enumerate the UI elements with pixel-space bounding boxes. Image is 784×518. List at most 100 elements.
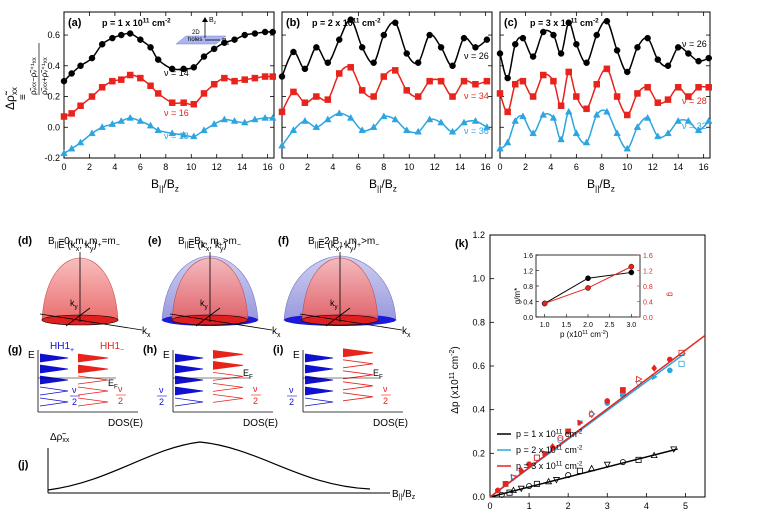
data-point <box>278 141 286 149</box>
nu-label: ν = 14 <box>164 68 189 78</box>
data-point <box>324 115 332 123</box>
data-point <box>190 132 198 140</box>
k-data-point <box>549 442 556 451</box>
data-point <box>77 102 84 109</box>
data-point <box>425 115 434 123</box>
inset-xlabel: p (x1011 cm-2) <box>560 330 609 339</box>
data-point <box>583 59 590 66</box>
ky-axis <box>65 307 91 327</box>
k-data-point <box>588 409 595 419</box>
k-y-tick-label: 1.0 <box>472 274 485 284</box>
blue-dos-peak <box>304 353 334 363</box>
bz-arrowhead <box>202 17 208 22</box>
inset-x-tick-label: 3.0 <box>626 322 636 329</box>
panel-k: (k)1.21.00.80.60.40.20.00 1 2 3 4 5Δp (x1011 … <box>449 230 706 511</box>
data-point <box>251 74 259 82</box>
inset-y-tick-label: 1.6 <box>523 253 533 260</box>
data-point <box>180 99 187 106</box>
blue-dos-peak <box>174 375 204 385</box>
blue-dos-peak <box>304 386 334 396</box>
data-point <box>549 113 558 121</box>
data-point <box>403 126 411 133</box>
data-point <box>168 99 176 106</box>
hh-plus-label: HH1+ <box>50 341 74 354</box>
density-label: p = 1 x 1011 cm-2 <box>102 17 171 28</box>
k-data-point <box>678 349 685 356</box>
nu-label: ν = 16 <box>164 108 189 118</box>
series-line <box>63 31 273 82</box>
inset-y-tick-label: 0.4 <box>523 300 533 307</box>
data-point <box>414 59 422 66</box>
nu-symbol: ν <box>118 384 123 394</box>
data-point <box>448 127 457 135</box>
data-point <box>147 44 154 51</box>
k-y-axis-label: Δp (x1011 cm-2) <box>449 346 461 413</box>
data-point <box>126 71 134 79</box>
data-point <box>593 80 600 88</box>
k-x-tick-label: 1 <box>527 501 532 511</box>
k-data-point <box>620 387 626 393</box>
series-line <box>499 109 710 150</box>
k-fit-line <box>489 448 678 498</box>
x-tick-label: 4 <box>112 162 117 172</box>
data-point <box>118 31 125 39</box>
inset-y-tick-label-right: 0.4 <box>643 300 653 307</box>
red-dos-peak <box>342 381 374 391</box>
k-fit-line <box>489 334 706 498</box>
kx-axis <box>169 313 273 331</box>
data-point <box>200 90 208 97</box>
data-point <box>674 44 682 51</box>
y-tick-label: -0.2 <box>44 153 60 163</box>
data-point <box>613 47 621 54</box>
x-tick-label: 10 <box>404 162 414 172</box>
inset-point <box>585 275 591 282</box>
data-point <box>613 129 621 137</box>
k-data-point <box>577 419 584 427</box>
x-tick-label: 12 <box>212 162 222 172</box>
k-data-point <box>510 473 518 481</box>
data-point <box>557 102 565 109</box>
ky-label: ky <box>200 298 209 311</box>
data-point <box>241 118 249 126</box>
y-tick-label: 0.4 <box>47 61 60 71</box>
data-point <box>269 73 276 80</box>
data-point <box>380 31 388 39</box>
data-point <box>550 77 557 85</box>
inset-y-tick-label-right: 1.6 <box>643 253 653 260</box>
data-point <box>496 144 504 152</box>
legend-label: p = 3 x 1011 cm-2 <box>516 460 583 471</box>
kx-label: kx <box>142 326 151 339</box>
data-point <box>200 126 208 133</box>
k-data-point <box>518 467 525 475</box>
blue-dos-peak <box>304 364 334 374</box>
kx-axis <box>299 313 403 331</box>
blue-dos-peak <box>174 364 204 374</box>
data-point <box>603 65 611 73</box>
e-axis-label: E (kx, ky) <box>318 240 357 253</box>
data-point <box>674 84 682 91</box>
k-data-point <box>576 467 583 474</box>
data-point <box>573 93 580 100</box>
j-ylabel: Δρ̃xx <box>50 432 70 444</box>
legend-label: p = 2 x 1011 cm-2 <box>516 444 583 455</box>
data-point <box>261 28 269 36</box>
data-point <box>573 41 580 48</box>
data-point <box>98 123 106 130</box>
k-x-tick-label: 0 <box>487 501 492 511</box>
data-point <box>654 132 662 140</box>
x-tick-label: 8 <box>381 162 386 172</box>
data-point <box>460 77 468 85</box>
data-point <box>519 34 527 42</box>
red-dos-peak <box>212 350 244 359</box>
data-point <box>695 57 702 65</box>
data-point <box>269 113 277 121</box>
two-symbol: 2 <box>72 397 77 407</box>
schematic-f: (f) B||=2 B1, m+>m−E (kx, ky) kx ky <box>278 235 411 339</box>
data-point <box>137 74 144 82</box>
data-point <box>634 90 641 97</box>
dos-xlabel: DOS(E) <box>108 418 143 429</box>
nu-label: ν = 36 <box>464 126 489 136</box>
data-point <box>472 80 479 88</box>
inset-y-tick-label-right: 0.8 <box>643 284 653 291</box>
x-tick-label: 0 <box>279 162 284 172</box>
